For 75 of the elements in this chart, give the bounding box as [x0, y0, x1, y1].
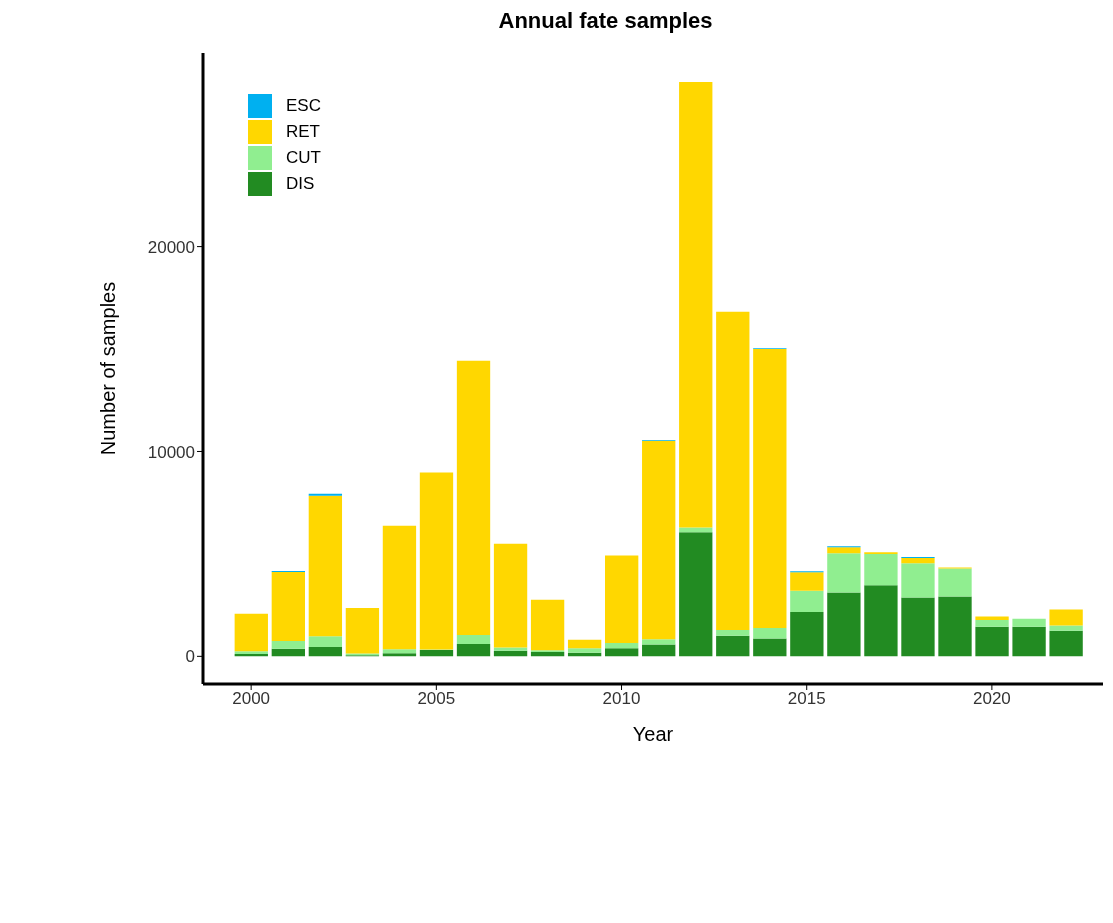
bar [716, 635, 750, 657]
bar [271, 640, 305, 649]
bar [419, 649, 454, 657]
bar [493, 650, 528, 657]
legend-label: DIS [286, 174, 315, 194]
bar [790, 590, 824, 612]
bar [753, 349, 787, 629]
bar [605, 643, 639, 649]
chart-title: Annual fate samples [497, 8, 714, 34]
bar [308, 646, 343, 657]
y-tick-label: 10000 [147, 442, 195, 462]
legend-label: CUT [286, 148, 321, 168]
bar [642, 639, 676, 645]
bar [234, 613, 268, 652]
bar [716, 629, 750, 636]
bar [716, 311, 750, 630]
bar [1012, 626, 1046, 657]
legend-label: RET [286, 122, 320, 142]
x-tick-label: 2005 [417, 689, 456, 709]
x-tick-label: 2020 [972, 689, 1011, 709]
bar [382, 525, 417, 650]
bar [975, 616, 1009, 620]
x-tick-label: 2000 [232, 689, 271, 709]
bar [679, 527, 713, 533]
bar [567, 639, 602, 649]
legend-label: ESC [286, 96, 321, 116]
bar [308, 493, 343, 496]
bar [827, 547, 861, 554]
y-tick-label: 20000 [147, 237, 195, 257]
bar [790, 611, 824, 657]
bar [567, 648, 602, 653]
bar [1049, 609, 1083, 626]
bar [864, 554, 898, 586]
bar [642, 644, 676, 657]
bar [790, 572, 824, 591]
bar [1049, 625, 1083, 631]
bar [827, 553, 861, 593]
bar [271, 648, 305, 657]
bar [605, 648, 639, 657]
bar [901, 597, 935, 657]
bar [753, 628, 787, 639]
bar [642, 440, 676, 640]
bar [456, 360, 491, 636]
bar [456, 635, 491, 645]
bar [308, 495, 343, 637]
x-axis-title: Year [632, 723, 674, 745]
bar [1012, 618, 1046, 627]
y-tick-label: 0 [185, 647, 195, 667]
x-tick-label: 2015 [787, 689, 826, 709]
bar [530, 652, 565, 657]
bar [864, 585, 898, 657]
bar [345, 607, 380, 654]
bar [901, 563, 935, 598]
bar [605, 555, 639, 644]
bar [419, 472, 454, 650]
bar [530, 599, 565, 651]
bar [493, 647, 528, 651]
bar [975, 626, 1009, 657]
bar [308, 636, 343, 647]
bar [271, 571, 305, 641]
bar [901, 558, 935, 564]
bar [975, 619, 1009, 627]
bar [1049, 630, 1083, 657]
bar [679, 82, 713, 528]
bar [753, 638, 787, 657]
bar [456, 644, 491, 657]
bar [679, 532, 713, 657]
bar [493, 543, 528, 648]
x-tick-label: 2010 [602, 689, 641, 709]
bar [827, 592, 861, 657]
bar [938, 596, 972, 657]
bar [382, 649, 417, 654]
bar [382, 653, 417, 657]
bar [938, 568, 972, 597]
y-axis-title: Number of samples [97, 281, 120, 456]
